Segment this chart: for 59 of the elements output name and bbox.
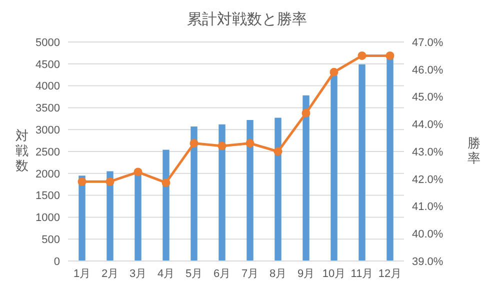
y-tick-label: 5000 — [36, 36, 60, 49]
x-tick-label: 6月 — [213, 268, 231, 280]
point — [162, 178, 170, 187]
x-tick-label: 8月 — [269, 268, 287, 280]
y-tick-label: 3000 — [36, 124, 60, 137]
x-tick-label: 1月 — [73, 268, 91, 280]
y-tick-label: 4000 — [36, 80, 60, 93]
bar — [386, 56, 394, 261]
point — [134, 168, 142, 176]
y-tick-label: 0 — [54, 256, 60, 268]
x-tick-label: 11月 — [350, 268, 374, 280]
bar — [330, 75, 338, 261]
bar — [274, 118, 282, 261]
x-tick-label: 2月 — [101, 268, 119, 280]
x-tick-label: 4月 — [157, 268, 175, 280]
y-axis-title: 対戦数 — [16, 128, 28, 174]
y-tick-label: 1000 — [36, 212, 60, 224]
y2-tick-label: 46.0% — [412, 64, 444, 76]
y2-tick-label: 39.0% — [412, 256, 444, 268]
bar — [162, 150, 170, 261]
x-tick-label: 12月 — [378, 268, 402, 280]
bar — [190, 126, 198, 261]
y2-tick-label: 45.0% — [412, 92, 444, 104]
x-tick-label: 7月 — [241, 268, 259, 280]
y-tick-label: 500 — [42, 234, 60, 246]
point — [246, 139, 254, 148]
point — [190, 139, 198, 148]
y2-tick-label: 44.0% — [412, 119, 444, 132]
point — [330, 68, 338, 76]
chart-title: 累計対戦数と勝率 — [186, 9, 308, 30]
point — [274, 147, 282, 156]
y2-tick-label: 47.0% — [412, 36, 444, 49]
y-tick-label: 4500 — [36, 58, 60, 71]
y2-tick-label: 43.0% — [412, 146, 444, 158]
bar — [246, 120, 254, 261]
y-tick-label: 1500 — [36, 190, 60, 202]
point — [78, 177, 86, 186]
bar — [134, 169, 142, 261]
x-tick-label: 3月 — [129, 268, 147, 280]
point — [106, 177, 114, 186]
y-tick-label: 3500 — [36, 102, 60, 115]
bar — [302, 95, 310, 261]
y-tick-label: 2500 — [36, 146, 60, 158]
y2-tick-label: 42.0% — [412, 174, 444, 186]
point — [302, 108, 310, 118]
bar — [78, 176, 86, 261]
point — [386, 51, 394, 60]
bar — [218, 124, 226, 261]
y2-axis-title: 勝率 — [468, 136, 480, 167]
point — [358, 51, 366, 60]
y2-tick-label: 41.0% — [412, 201, 444, 214]
x-tick-label: 10月 — [322, 268, 346, 280]
point — [218, 142, 226, 150]
bar — [358, 64, 366, 261]
x-tick-label: 9月 — [297, 268, 315, 280]
bar — [106, 171, 114, 261]
y2-tick-label: 40.0% — [412, 228, 444, 241]
y-tick-label: 2000 — [36, 168, 60, 180]
x-tick-label: 5月 — [185, 268, 203, 280]
